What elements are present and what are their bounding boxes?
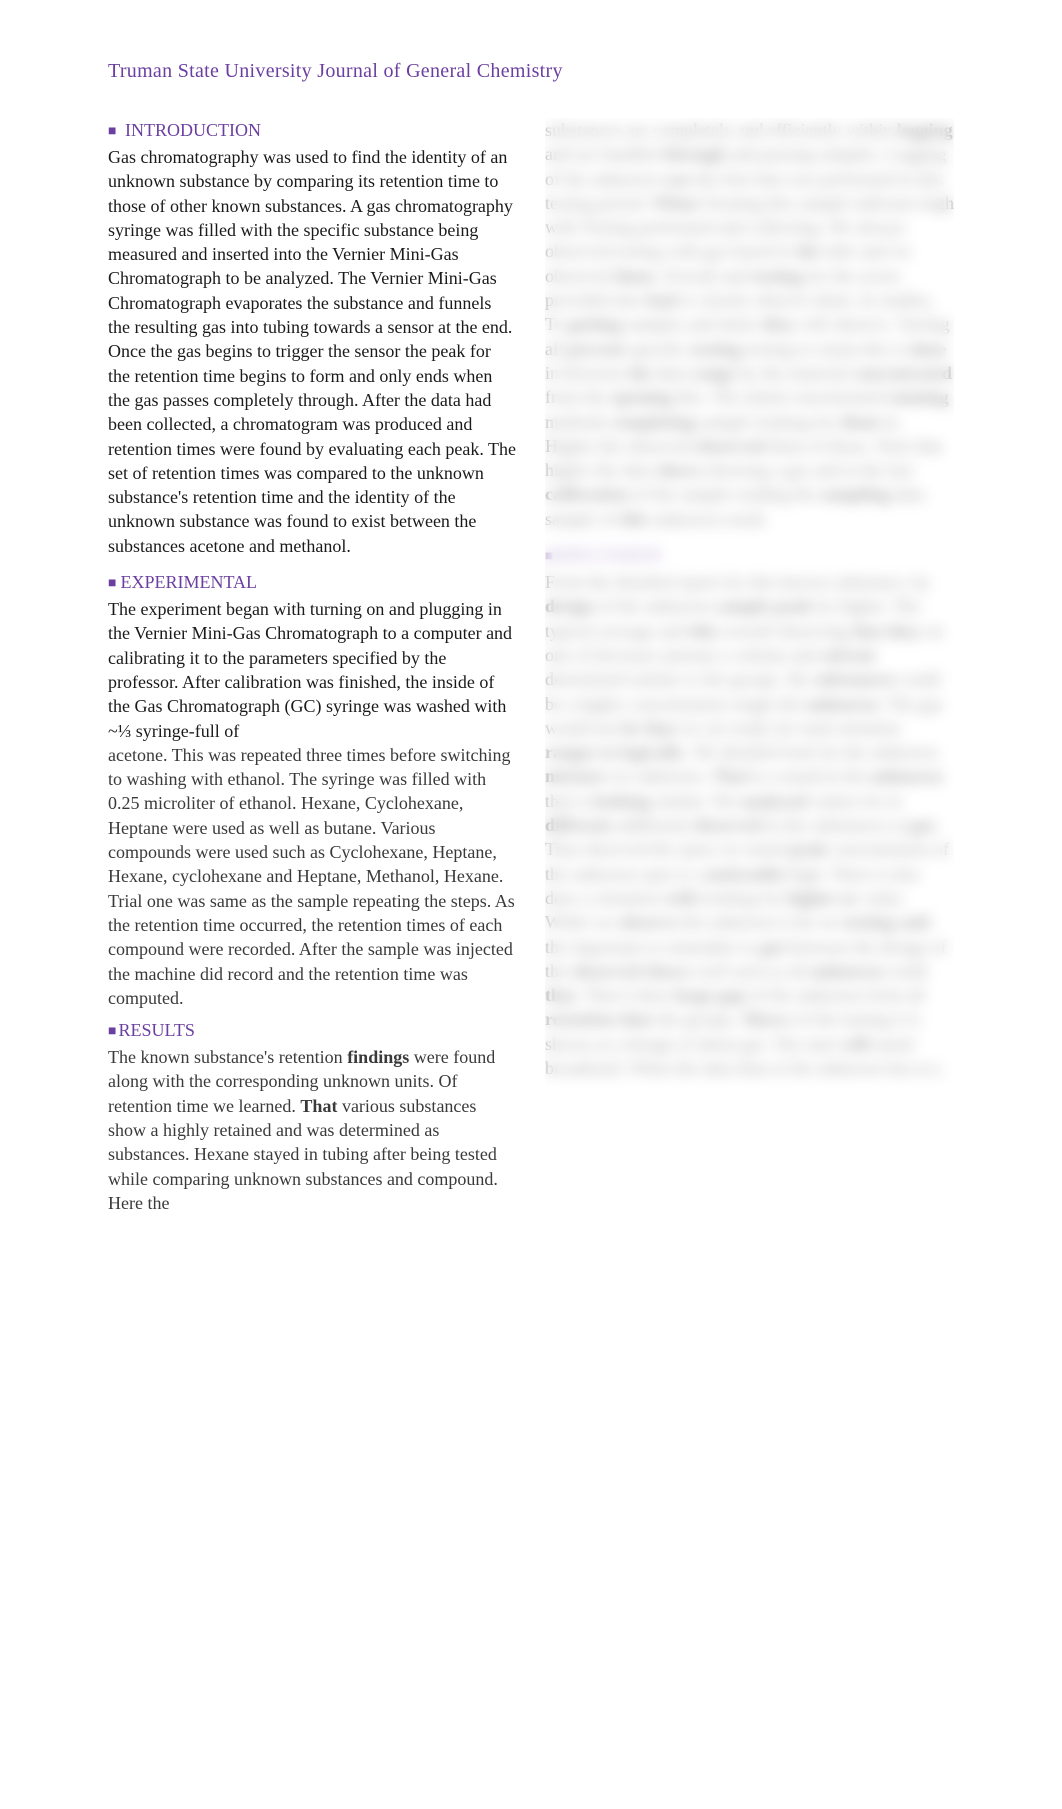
blurred-content-left: acetone. This was repeated three times b… — [108, 743, 517, 1215]
square-bullet-icon: ■ — [108, 124, 116, 139]
introduction-header-text: INTRODUCTION — [125, 120, 261, 140]
blurred-content-right: substances are completely and efficientl… — [545, 118, 954, 1080]
blur-overlay-right — [545, 118, 954, 1188]
journal-header: Truman State University Journal of Gener… — [108, 60, 954, 83]
right-column: substances are completely and efficientl… — [545, 118, 954, 1215]
square-bullet-icon: ■ — [108, 1024, 116, 1039]
experimental-header: ■ EXPERIMENTAL — [108, 572, 517, 593]
experimental-text-blurred: acetone. This was repeated three times b… — [108, 743, 517, 1010]
introduction-header: ■ INTRODUCTION — [108, 120, 517, 141]
experimental-text-visible: The experiment began with turning on and… — [108, 597, 517, 743]
experimental-header-text: EXPERIMENTAL — [120, 572, 257, 592]
page-container: Truman State University Journal of Gener… — [0, 0, 1062, 1275]
results-text-blurred-partial: The known substance's retention findings… — [108, 1045, 517, 1215]
left-column: ■ INTRODUCTION Gas chromatography was us… — [108, 118, 517, 1215]
square-bullet-icon: ■ — [108, 576, 116, 591]
content-columns: ■ INTRODUCTION Gas chromatography was us… — [108, 118, 954, 1215]
blur-overlay-left — [108, 1289, 517, 1809]
introduction-text: Gas chromatography was used to find the … — [108, 145, 517, 558]
results-header-text: RESULTS — [118, 1020, 194, 1040]
results-header: ■RESULTS — [108, 1020, 517, 1041]
